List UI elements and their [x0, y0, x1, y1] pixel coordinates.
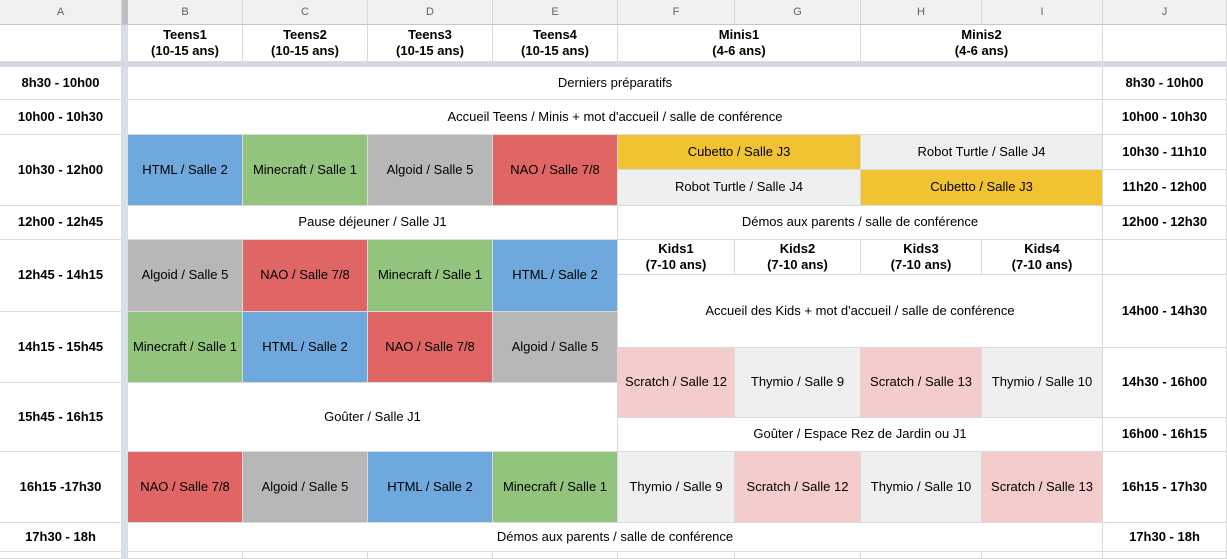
event-nao-salle78-teens3[interactable]: NAO / Salle 7/8: [368, 312, 493, 383]
time-right-1600-1615[interactable]: 16h00 - 16h15: [1103, 418, 1227, 452]
empty-cell-i-bottom[interactable]: [982, 552, 1103, 559]
event-minecraft-salle1-teens3[interactable]: Minecraft / Salle 1: [368, 240, 493, 312]
event-thymio-salle9-kids1[interactable]: Thymio / Salle 9: [618, 452, 735, 523]
empty-header-j[interactable]: [1103, 25, 1227, 62]
event-thymio-salle10-kids4[interactable]: Thymio / Salle 10: [982, 348, 1103, 418]
event-derniers-preparatifs[interactable]: Derniers préparatifs: [128, 67, 1103, 100]
event-nao-salle78-teens2[interactable]: NAO / Salle 7/8: [243, 240, 368, 312]
time-right-1730-18[interactable]: 17h30 - 18h: [1103, 523, 1227, 552]
event-gouter-salle-j1[interactable]: Goûter / Salle J1: [128, 383, 618, 452]
event-accueil-teens-minis[interactable]: Accueil Teens / Minis + mot d'accueil / …: [128, 100, 1103, 135]
event-robot-turtle-j4-minis1[interactable]: Robot Turtle / Salle J4: [618, 170, 861, 206]
column-header-b[interactable]: B: [128, 0, 243, 25]
event-html-salle2-teens1[interactable]: HTML / Salle 2: [128, 135, 243, 206]
empty-cell-d-bottom[interactable]: [368, 552, 493, 559]
group-header-kids4[interactable]: Kids4 (7-10 ans): [982, 240, 1103, 275]
time-right-1120-1200[interactable]: 11h20 - 12h00: [1103, 170, 1227, 206]
column-header-h[interactable]: H: [861, 0, 982, 25]
group-header-teens4[interactable]: Teens4 (10-15 ans): [493, 25, 618, 62]
event-algoid-salle5-teens3[interactable]: Algoid / Salle 5: [368, 135, 493, 206]
corner-cell-a1[interactable]: [0, 25, 122, 62]
column-header-f[interactable]: F: [618, 0, 735, 25]
column-header-e[interactable]: E: [493, 0, 618, 25]
time-right-0830-1000[interactable]: 8h30 - 10h00: [1103, 67, 1227, 100]
time-right-1430-1600[interactable]: 14h30 - 16h00: [1103, 348, 1227, 418]
event-minecraft-salle1-teens2[interactable]: Minecraft / Salle 1: [243, 135, 368, 206]
event-html-salle2-teens2[interactable]: HTML / Salle 2: [243, 312, 368, 383]
column-header-i[interactable]: I: [982, 0, 1103, 25]
empty-cell-e-bottom[interactable]: [493, 552, 618, 559]
event-algoid-salle5-teens1[interactable]: Algoid / Salle 5: [128, 240, 243, 312]
event-html-salle2-teens4[interactable]: HTML / Salle 2: [493, 240, 618, 312]
empty-cell-a-bottom[interactable]: [0, 552, 122, 559]
empty-cell-f-bottom[interactable]: [618, 552, 735, 559]
group-header-teens3[interactable]: Teens3 (10-15 ans): [368, 25, 493, 62]
time-left-0830-1000[interactable]: 8h30 - 10h00: [0, 67, 122, 100]
group-header-kids3[interactable]: Kids3 (7-10 ans): [861, 240, 982, 275]
empty-cell-h-bottom[interactable]: [861, 552, 982, 559]
event-cubetto-j3-minis2[interactable]: Cubetto / Salle J3: [861, 170, 1103, 206]
event-demos-parents-midi[interactable]: Démos aux parents / salle de conférence: [618, 206, 1103, 240]
group-header-minis1[interactable]: Minis1 (4-6 ans): [618, 25, 861, 62]
time-right-1030-1110[interactable]: 10h30 - 11h10: [1103, 135, 1227, 170]
time-right-1615-1730[interactable]: 16h15 - 17h30: [1103, 452, 1227, 523]
event-scratch-salle13-kids4[interactable]: Scratch / Salle 13: [982, 452, 1103, 523]
group-header-minis2[interactable]: Minis2 (4-6 ans): [861, 25, 1103, 62]
empty-cell-g-bottom[interactable]: [735, 552, 861, 559]
time-left-1615-1730[interactable]: 16h15 -17h30: [0, 452, 122, 523]
event-scratch-salle12-kids2[interactable]: Scratch / Salle 12: [735, 452, 861, 523]
event-thymio-salle9-kids2[interactable]: Thymio / Salle 9: [735, 348, 861, 418]
time-left-1730-18[interactable]: 17h30 - 18h: [0, 523, 122, 552]
empty-cell-j-kids[interactable]: [1103, 240, 1227, 275]
column-header-j[interactable]: J: [1103, 0, 1227, 25]
group-header-kids2[interactable]: Kids2 (7-10 ans): [735, 240, 861, 275]
time-left-1415-1545[interactable]: 14h15 - 15h45: [0, 312, 122, 383]
column-header-d[interactable]: D: [368, 0, 493, 25]
frozen-column-divider-header[interactable]: [122, 0, 128, 25]
event-scratch-salle13-kids3[interactable]: Scratch / Salle 13: [861, 348, 982, 418]
frozen-row-divider[interactable]: [0, 62, 1227, 67]
group-header-kids1[interactable]: Kids1 (7-10 ans): [618, 240, 735, 275]
event-minecraft-salle1-teens4[interactable]: Minecraft / Salle 1: [493, 452, 618, 523]
event-algoid-salle5-teens4[interactable]: Algoid / Salle 5: [493, 312, 618, 383]
event-pause-dejeuner[interactable]: Pause déjeuner / Salle J1: [128, 206, 618, 240]
time-right-1200-1230[interactable]: 12h00 - 12h30: [1103, 206, 1227, 240]
event-cubetto-j3-minis1[interactable]: Cubetto / Salle J3: [618, 135, 861, 170]
event-nao-salle78-teens1[interactable]: NAO / Salle 7/8: [128, 452, 243, 523]
event-demos-parents-soir[interactable]: Démos aux parents / salle de conférence: [128, 523, 1103, 552]
group-header-teens2[interactable]: Teens2 (10-15 ans): [243, 25, 368, 62]
empty-cell-b-bottom[interactable]: [128, 552, 243, 559]
time-left-1545-1615[interactable]: 15h45 - 16h15: [0, 383, 122, 452]
frozen-column-divider[interactable]: [122, 25, 128, 559]
event-robot-turtle-j4-minis2[interactable]: Robot Turtle / Salle J4: [861, 135, 1103, 170]
event-minecraft-salle1-teens1[interactable]: Minecraft / Salle 1: [128, 312, 243, 383]
event-scratch-salle12-kids1[interactable]: Scratch / Salle 12: [618, 348, 735, 418]
empty-cell-j-bottom[interactable]: [1103, 552, 1227, 559]
time-right-1400-1430[interactable]: 14h00 - 14h30: [1103, 275, 1227, 348]
empty-cell-c-bottom[interactable]: [243, 552, 368, 559]
time-left-1000-1030[interactable]: 10h00 - 10h30: [0, 100, 122, 135]
event-algoid-salle5-teens2[interactable]: Algoid / Salle 5: [243, 452, 368, 523]
time-left-1245-1415[interactable]: 12h45 - 14h15: [0, 240, 122, 312]
event-gouter-rez-de-jardin[interactable]: Goûter / Espace Rez de Jardin ou J1: [618, 418, 1103, 452]
time-right-1000-1030[interactable]: 10h00 - 10h30: [1103, 100, 1227, 135]
event-nao-salle78-teens4[interactable]: NAO / Salle 7/8: [493, 135, 618, 206]
event-html-salle2-teens3[interactable]: HTML / Salle 2: [368, 452, 493, 523]
column-header-g[interactable]: G: [735, 0, 861, 25]
group-header-teens1[interactable]: Teens1 (10-15 ans): [128, 25, 243, 62]
event-thymio-salle10-kids3[interactable]: Thymio / Salle 10: [861, 452, 982, 523]
time-left-1030-1200[interactable]: 10h30 - 12h00: [0, 135, 122, 206]
event-accueil-kids[interactable]: Accueil des Kids + mot d'accueil / salle…: [618, 275, 1103, 348]
column-header-a[interactable]: A: [0, 0, 122, 25]
time-left-1200-1245[interactable]: 12h00 - 12h45: [0, 206, 122, 240]
column-header-c[interactable]: C: [243, 0, 368, 25]
